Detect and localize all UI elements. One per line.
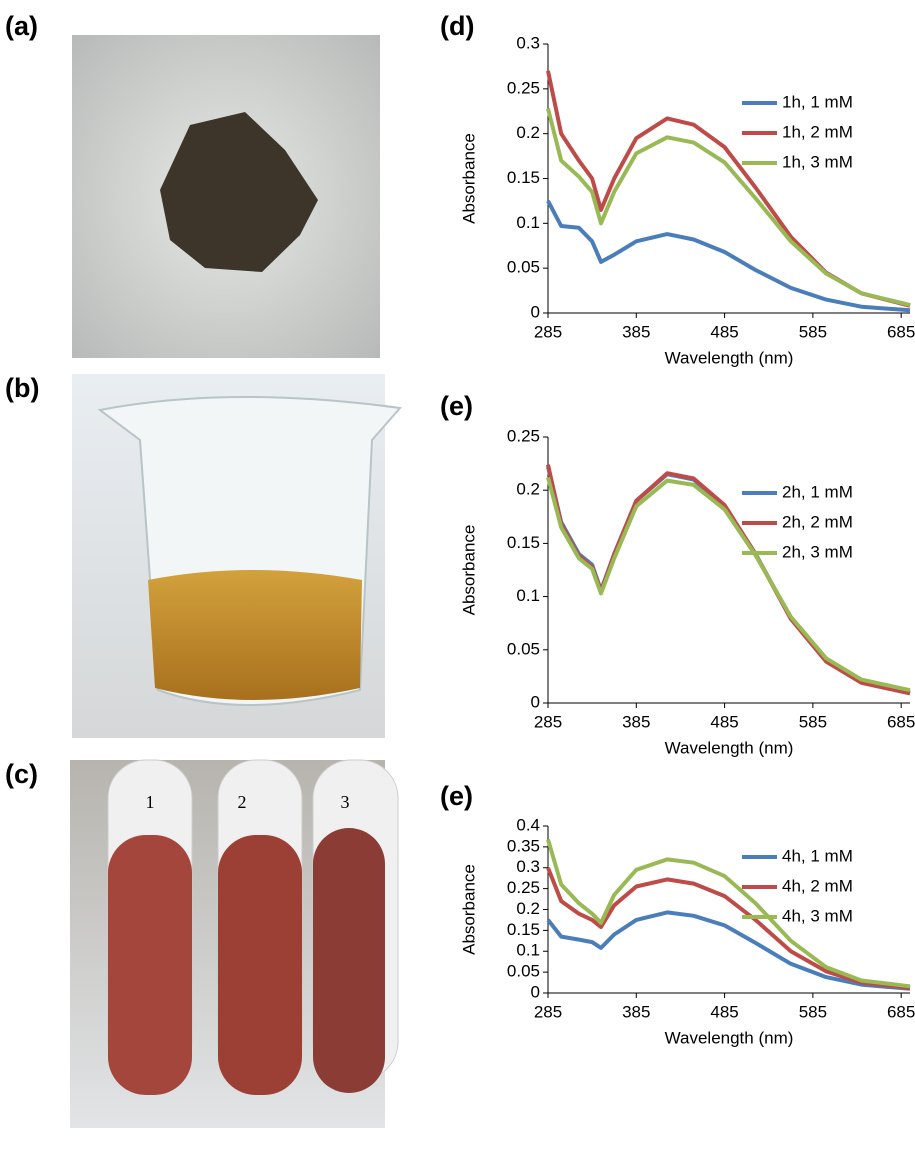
panel-label: (a) [5, 11, 38, 41]
panel-label: (b) [5, 373, 39, 403]
y-axis-label: Absorbance [459, 133, 478, 224]
panel-label: (d) [440, 11, 474, 41]
x-tick-label: 585 [799, 322, 827, 341]
panel-label: (e) [440, 391, 473, 421]
legend-label: 1h, 2 mM [782, 122, 853, 141]
x-tick-label: 385 [622, 322, 650, 341]
legend-label: 2h, 2 mM [782, 512, 853, 531]
x-axis-label: Wavelength (nm) [665, 738, 794, 757]
y-tick-label: 0.35 [507, 836, 540, 855]
x-tick-label: 585 [799, 712, 827, 731]
y-tick-label: 0.25 [507, 78, 540, 97]
y-tick-label: 0.05 [507, 962, 540, 981]
x-tick-label: 685 [887, 1002, 915, 1021]
x-tick-label: 285 [534, 712, 562, 731]
y-axis-label: Absorbance [459, 525, 478, 616]
photo-beaker [72, 374, 400, 738]
x-tick-label: 485 [710, 322, 738, 341]
y-tick-label: 0.1 [516, 213, 540, 232]
x-tick-label: 385 [622, 712, 650, 731]
series-line [548, 467, 910, 693]
y-tick-label: 0.3 [516, 33, 540, 52]
legend-label: 1h, 3 mM [782, 152, 853, 171]
y-tick-label: 0.15 [507, 920, 540, 939]
tube-label: 1 [146, 792, 155, 812]
y-tick-label: 0.15 [507, 533, 540, 552]
x-tick-label: 285 [534, 322, 562, 341]
y-tick-label: 0.2 [516, 899, 540, 918]
y-tick-label: 0 [531, 302, 540, 321]
x-tick-label: 485 [710, 1002, 738, 1021]
legend-label: 1h, 1 mM [782, 92, 853, 111]
x-axis-label: Wavelength (nm) [665, 1028, 794, 1047]
photo-powder [72, 35, 380, 358]
legend-label: 4h, 2 mM [782, 876, 853, 895]
x-tick-label: 385 [622, 1002, 650, 1021]
y-tick-label: 0 [531, 692, 540, 711]
tube-label: 2 [238, 792, 247, 812]
panel-label: (c) [5, 759, 38, 789]
y-tick-label: 0.1 [516, 941, 540, 960]
photo-tubes: 1 2 3 [70, 760, 398, 1128]
y-axis-label: Absorbance [459, 864, 478, 955]
legend-label: 2h, 1 mM [782, 482, 853, 501]
panel-label: (e) [440, 781, 473, 811]
x-tick-label: 485 [710, 712, 738, 731]
y-tick-label: 0.2 [516, 480, 540, 499]
y-tick-label: 0.25 [507, 426, 540, 445]
x-tick-label: 685 [887, 712, 915, 731]
tube-label: 3 [341, 792, 350, 812]
legend-label: 4h, 3 mM [782, 906, 853, 925]
y-tick-label: 0.3 [516, 857, 540, 876]
y-tick-label: 0.2 [516, 123, 540, 142]
figure: 1 2 3 (a) (b) (c) (d) (e) (e) 00.050.10.… [0, 0, 915, 1157]
series-line [548, 71, 910, 306]
y-tick-label: 0 [531, 982, 540, 1001]
x-tick-label: 685 [887, 322, 915, 341]
y-tick-label: 0.1 [516, 586, 540, 605]
x-tick-label: 585 [799, 1002, 827, 1021]
y-tick-label: 0.4 [516, 815, 540, 834]
y-tick-label: 0.15 [507, 168, 540, 187]
x-axis-label: Wavelength (nm) [665, 348, 794, 367]
x-tick-label: 285 [534, 1002, 562, 1021]
y-tick-label: 0.05 [507, 639, 540, 658]
legend-label: 2h, 3 mM [782, 542, 853, 561]
series-line [548, 465, 910, 694]
series-line [548, 839, 910, 986]
y-tick-label: 0.05 [507, 258, 540, 277]
y-tick-label: 0.25 [507, 878, 540, 897]
legend-label: 4h, 1 mM [782, 846, 853, 865]
